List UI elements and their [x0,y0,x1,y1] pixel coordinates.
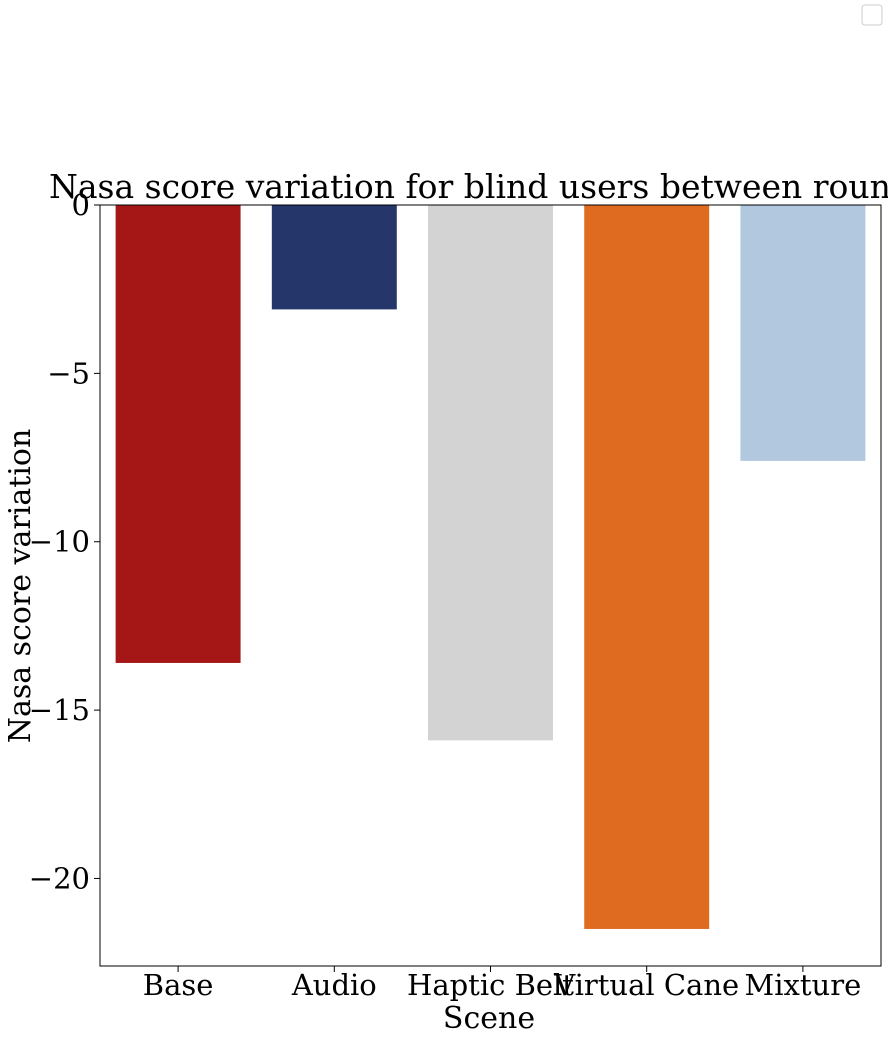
bars-group [115,205,866,929]
y-tick-label: −10 [29,525,90,559]
legend-box [861,4,883,26]
bar-mixture [740,205,866,461]
y-axis-label: Nasa score variation [3,429,38,744]
chart-title: Nasa score variation for blind users bet… [49,167,888,206]
y-tick-label: −5 [47,356,90,390]
bar-base [115,205,241,663]
bar-virtual-cane [584,205,710,929]
y-tick-label: −20 [29,861,90,895]
bar-haptic-belt [428,205,553,741]
y-tick-label: −15 [29,693,90,727]
x-tick-label: Virtual Cane [553,968,739,1002]
y-ticks-group: 0 −5 −10 −15 −20 [29,188,100,895]
bar-audio [271,205,397,310]
x-tick-label: Haptic Belt [407,968,574,1002]
x-tick-label: Base [143,968,214,1002]
y-tick-label: 0 [72,188,90,222]
plot-frame [99,204,882,967]
x-tick-label: Mixture [745,968,862,1002]
x-axis-label: Scene [443,1001,535,1036]
x-tick-label: Audio [291,968,377,1002]
